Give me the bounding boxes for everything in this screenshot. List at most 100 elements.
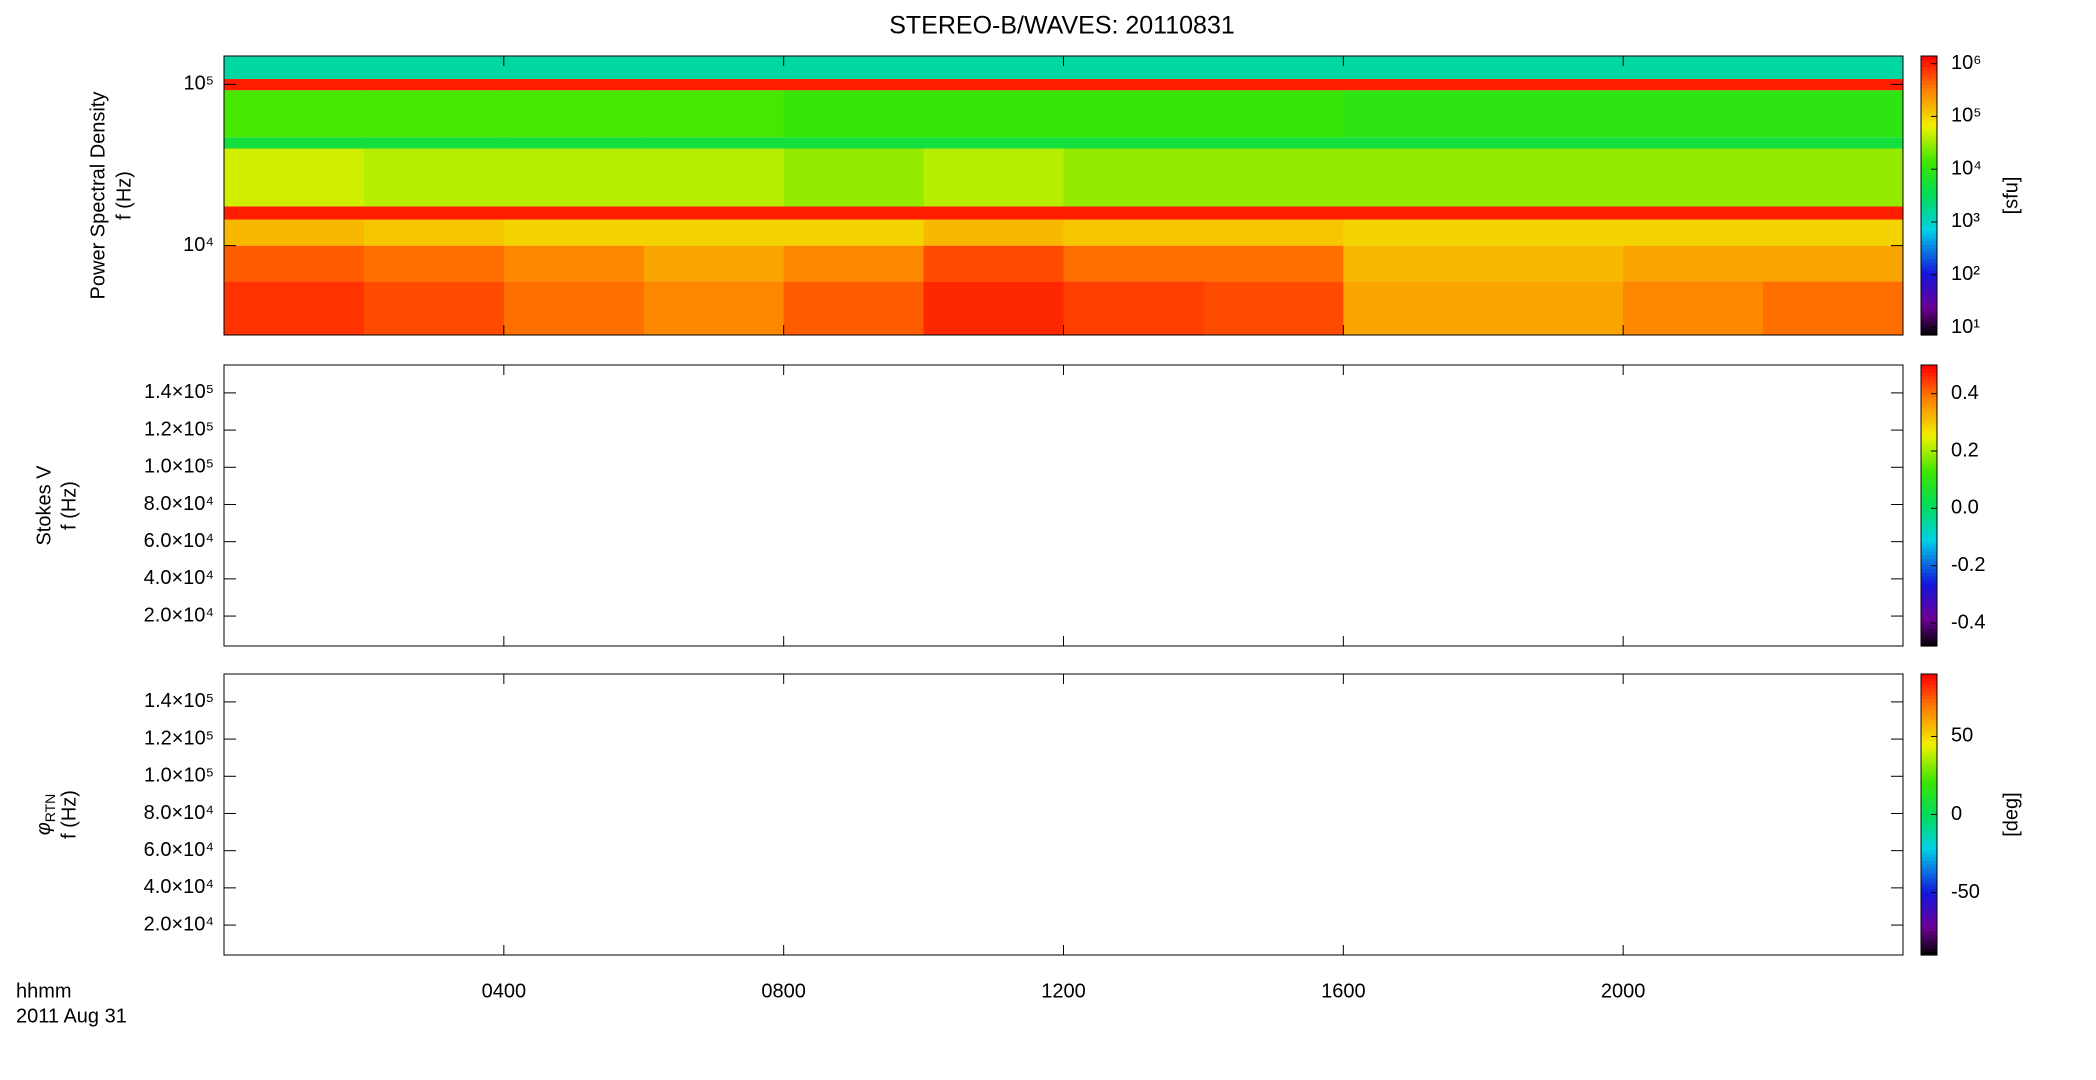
- colorbar-slice: [1921, 947, 1937, 953]
- heatmap-cell: [1763, 206, 1904, 220]
- heatmap-cell: [1623, 79, 1764, 91]
- colorbar-slice: [1921, 501, 1937, 507]
- colorbar-slice: [1921, 244, 1937, 249]
- colorbar-slice: [1921, 621, 1937, 626]
- colorbar-slice: [1921, 188, 1937, 193]
- colorbar-slice: [1921, 628, 1937, 633]
- heatmap-cell: [1483, 281, 1624, 335]
- date-label: 2011 Aug 31: [16, 1005, 127, 1027]
- colorbar-slice: [1921, 509, 1937, 514]
- colorbar-slice: [1921, 324, 1937, 329]
- colorbar-slice: [1921, 438, 1937, 443]
- colorbar-tick-label: 10³: [1951, 210, 1980, 232]
- heatmap-cell: [363, 56, 505, 80]
- colorbar-slice: [1921, 466, 1937, 471]
- heatmap-cell: [1203, 90, 1344, 138]
- heatmap-cell: [1623, 245, 1764, 282]
- colorbar-slice: [1921, 586, 1937, 591]
- colorbar-slice: [1921, 157, 1937, 162]
- colorbar-slice: [1921, 90, 1937, 95]
- heatmap-cell: [643, 137, 785, 149]
- colorbar-slice: [1921, 80, 1937, 85]
- colorbar-slice: [1921, 386, 1937, 391]
- heatmap-cell: [783, 148, 925, 207]
- heatmap-cell: [1483, 56, 1624, 80]
- colorbar-slice: [1921, 719, 1937, 724]
- colorbar-slice: [1921, 779, 1937, 784]
- y-axis-label: Power Spectral Density: [87, 92, 109, 300]
- colorbar-tick-label: 10¹: [1951, 316, 1980, 338]
- colorbar-slice: [1921, 905, 1937, 910]
- colorbar-tick-label: 10⁴: [1951, 157, 1982, 179]
- colorbar-slice: [1921, 424, 1937, 429]
- colorbar-slice: [1921, 842, 1937, 847]
- colorbar-slice: [1921, 254, 1937, 259]
- heatmap-cell: [1623, 219, 1764, 246]
- colorbar-slice: [1921, 282, 1937, 287]
- y-axis-label: Stokes V: [33, 465, 55, 546]
- y-tick-label: 4.0×10⁴: [144, 876, 214, 898]
- colorbar-slice: [1921, 926, 1937, 932]
- colorbar-slice: [1921, 139, 1937, 144]
- colorbar-slice: [1921, 307, 1937, 312]
- colorbar-slice: [1921, 393, 1937, 398]
- colorbar-slice: [1921, 314, 1937, 319]
- colorbar-slice: [1921, 825, 1937, 830]
- colorbar-slice: [1921, 642, 1937, 647]
- y-axis-label: f (Hz): [113, 171, 135, 220]
- colorbar-slice: [1921, 268, 1937, 273]
- colorbar-slice: [1921, 568, 1937, 573]
- colorbar-slice: [1921, 709, 1937, 714]
- colorbar-tick-label: -0.2: [1951, 554, 1985, 576]
- colorbar-slice: [1921, 716, 1937, 721]
- y-tick-label: 1.4×10⁵: [144, 690, 214, 712]
- colorbar-slice: [1921, 470, 1937, 475]
- colorbar-tick-label: 10⁵: [1951, 105, 1982, 127]
- heatmap-cell: [363, 245, 505, 282]
- colorbar-slice: [1921, 870, 1937, 875]
- colorbar-slice: [1921, 726, 1937, 731]
- colorbar-slice: [1921, 296, 1937, 301]
- colorbar-slice: [1921, 185, 1937, 190]
- heatmap-cell: [1203, 148, 1344, 207]
- heatmap-cell: [923, 281, 1064, 335]
- heatmap-cell: [1483, 79, 1624, 91]
- colorbar-slice: [1921, 407, 1937, 412]
- colorbar-slice: [1921, 572, 1937, 577]
- colorbar-slice: [1921, 793, 1937, 798]
- colorbar-slice: [1921, 828, 1937, 833]
- colorbar-slice: [1921, 551, 1937, 556]
- colorbar-slice: [1921, 69, 1937, 75]
- colorbar-slice: [1921, 744, 1937, 749]
- colorbar-slice: [1921, 874, 1937, 879]
- colorbar-tick-label: 0.4: [1951, 382, 1979, 404]
- heatmap-cell: [1203, 281, 1344, 335]
- colorbar-slice: [1921, 449, 1937, 454]
- heatmap-cell: [1623, 137, 1764, 149]
- y-tick-label: 1.0×10⁵: [144, 765, 214, 787]
- heatmap-cell: [643, 245, 785, 282]
- colorbar-tick-label: 10⁶: [1951, 52, 1981, 74]
- colorbar-slice: [1921, 491, 1937, 496]
- colorbar-slice: [1921, 695, 1937, 700]
- y-tick-label: 1.2×10⁵: [144, 418, 214, 440]
- colorbar-slice: [1921, 533, 1937, 538]
- colorbar-slice: [1921, 674, 1937, 679]
- colorbar-slice: [1921, 821, 1937, 826]
- colorbar-slice: [1921, 733, 1937, 738]
- x-tick-label: 0400: [482, 980, 527, 1002]
- colorbar-slice: [1921, 512, 1937, 517]
- colorbar-slice: [1921, 293, 1937, 298]
- y-axis-label: φRTN: [33, 794, 57, 836]
- heatmap-cell: [1623, 281, 1764, 335]
- y-axis-label: f (Hz): [58, 790, 80, 839]
- colorbar-slice: [1921, 484, 1937, 489]
- colorbar-slice: [1921, 389, 1937, 394]
- colorbar-slice: [1921, 289, 1937, 294]
- colorbar-slice: [1921, 751, 1937, 756]
- heatmap-cell: [1203, 245, 1344, 282]
- y-tick-label: 2.0×10⁴: [144, 913, 214, 935]
- colorbar-slice: [1921, 132, 1937, 137]
- colorbar-slice: [1921, 219, 1937, 224]
- colorbar-slice: [1921, 247, 1937, 252]
